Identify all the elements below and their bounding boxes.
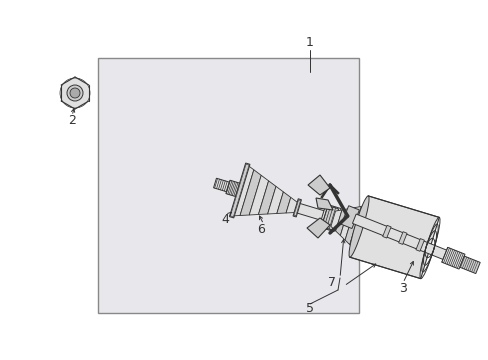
Polygon shape [230,164,253,216]
Polygon shape [321,206,338,230]
Polygon shape [258,181,275,215]
Polygon shape [230,164,248,217]
Polygon shape [349,196,438,279]
Polygon shape [267,186,283,214]
Polygon shape [349,205,367,249]
Polygon shape [459,256,479,274]
Polygon shape [330,210,341,231]
Text: 3: 3 [398,282,406,294]
Polygon shape [398,232,406,244]
Text: 4: 4 [221,213,228,226]
Ellipse shape [67,85,83,101]
Polygon shape [315,198,332,210]
Polygon shape [415,239,424,251]
Polygon shape [341,206,359,229]
Text: 5: 5 [305,302,313,315]
Polygon shape [382,225,390,238]
Ellipse shape [60,78,90,108]
Polygon shape [285,197,298,213]
Text: 6: 6 [256,223,264,236]
Polygon shape [293,200,300,216]
Polygon shape [441,247,464,269]
Polygon shape [352,214,449,261]
Polygon shape [345,206,361,245]
Polygon shape [249,175,268,215]
Polygon shape [306,218,329,238]
Polygon shape [213,178,229,192]
Text: 7: 7 [327,275,335,288]
Polygon shape [276,192,290,213]
Text: 2: 2 [68,113,76,126]
Text: 1: 1 [305,36,313,49]
Polygon shape [295,203,327,222]
Polygon shape [225,180,243,198]
Ellipse shape [70,88,80,98]
Polygon shape [340,208,354,240]
Polygon shape [229,163,249,218]
Polygon shape [318,204,340,231]
Polygon shape [307,175,329,195]
Polygon shape [240,170,261,216]
Ellipse shape [348,196,368,257]
Polygon shape [335,209,348,235]
Polygon shape [292,199,301,217]
Bar [98,58,359,313]
